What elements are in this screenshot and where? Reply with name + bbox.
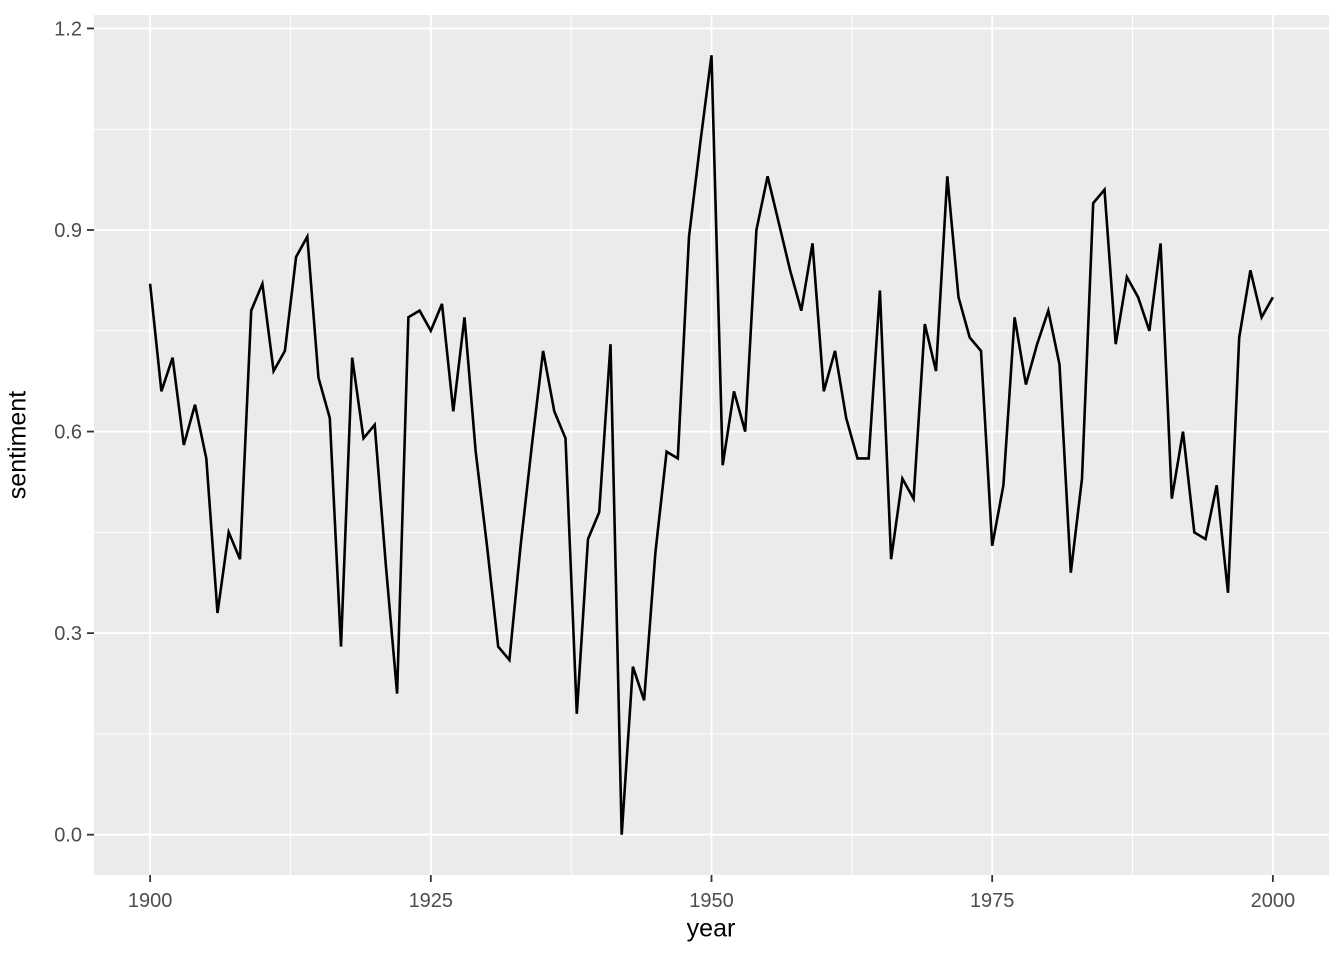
y-tick-label: 1.2 — [54, 18, 82, 40]
x-tick-label: 1925 — [409, 890, 454, 912]
y-tick-label: 0.9 — [54, 220, 82, 242]
x-axis-title: year — [686, 914, 736, 943]
x-tick-label: 2000 — [1251, 890, 1296, 912]
series-line-sentiment — [148, 55, 1275, 835]
y-tick-label: 0.0 — [54, 825, 82, 847]
x-tick-label: 1900 — [128, 890, 173, 912]
y-tick-label: 0.3 — [54, 623, 82, 645]
x-tick-label: 1975 — [970, 890, 1015, 912]
y-axis-title: sentiment — [3, 390, 32, 500]
x-tick-label: 1950 — [689, 890, 734, 912]
y-tick-label: 0.6 — [54, 422, 82, 444]
